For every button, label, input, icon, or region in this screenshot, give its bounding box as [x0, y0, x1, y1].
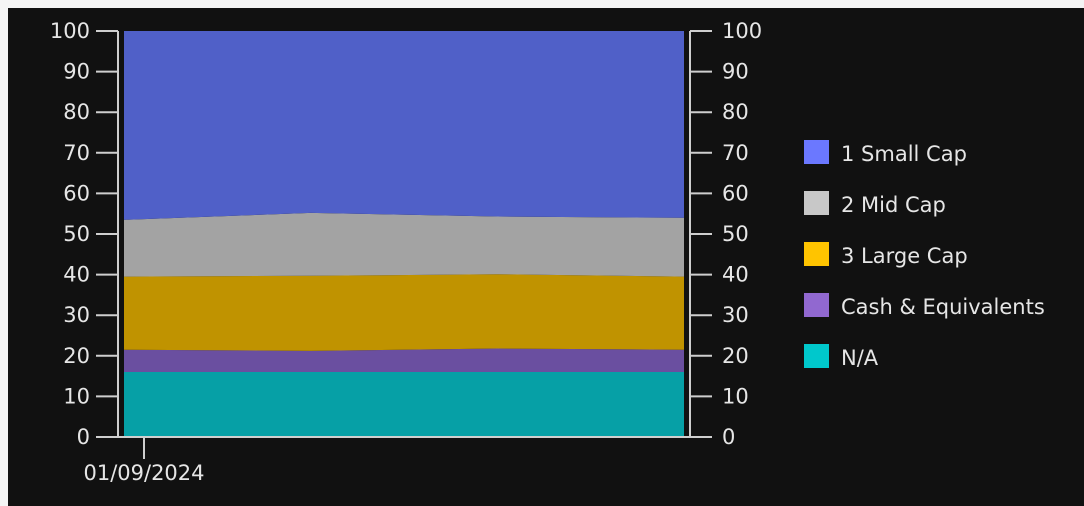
area-cash-equivalents: [124, 348, 684, 372]
legend-label-1-small-cap: 1 Small Cap: [841, 142, 967, 166]
right-y-tick-label: 90: [722, 60, 749, 84]
left-y-tick-label: 80: [63, 100, 90, 124]
legend-label-3-large-cap: 3 Large Cap: [841, 244, 968, 268]
area-3-large-cap: [124, 274, 684, 351]
left-y-tick-label: 30: [63, 303, 90, 327]
series-areas: [124, 31, 684, 437]
left-y-tick-label: 20: [63, 344, 90, 368]
area-n-a: [124, 372, 684, 437]
right-y-tick-label: 40: [722, 263, 749, 287]
legend-label-n-a: N/A: [841, 346, 879, 370]
right-y-tick-label: 70: [722, 141, 749, 165]
legend-swatch-n-a: [804, 344, 829, 368]
right-y-tick-label: 20: [722, 344, 749, 368]
area-1-small-cap: [124, 31, 684, 220]
right-y-tick-label: 50: [722, 222, 749, 246]
legend-label-2-mid-cap: 2 Mid Cap: [841, 193, 946, 217]
axes: 0 0 10 10 20 20 30 30 40 40 50 50 60 60 70 70 80 80 90 90 10…: [50, 19, 762, 485]
legend-swatch-3-large-cap: [804, 242, 829, 266]
right-y-tick-label: 100: [722, 19, 762, 43]
right-y-tick-label: 80: [722, 100, 749, 124]
legend-swatch-cash-equivalents: [804, 293, 829, 317]
left-y-tick-label: 10: [63, 384, 90, 408]
right-y-tick-label: 30: [722, 303, 749, 327]
legend-swatch-2-mid-cap: [804, 191, 829, 215]
right-y-tick-label: 10: [722, 384, 749, 408]
left-y-tick-label: 50: [63, 222, 90, 246]
right-y-tick-label: 0: [722, 425, 735, 449]
left-y-tick-label: 100: [50, 19, 90, 43]
area-2-mid-cap: [124, 212, 684, 277]
left-y-tick-label: 40: [63, 263, 90, 287]
legend-label-cash-equivalents: Cash & Equivalents: [841, 295, 1045, 319]
right-y-tick-label: 60: [722, 181, 749, 205]
left-y-tick-label: 90: [63, 60, 90, 84]
left-y-tick-label: 0: [77, 425, 90, 449]
legend-swatch-1-small-cap: [804, 140, 829, 164]
legend: 1 Small Cap 2 Mid Cap 3 Large Cap Cash & Eq…: [804, 140, 1045, 370]
left-y-tick-label: 60: [63, 181, 90, 205]
left-y-tick-label: 70: [63, 141, 90, 165]
x-tick-label: 01/09/2024: [83, 461, 204, 485]
